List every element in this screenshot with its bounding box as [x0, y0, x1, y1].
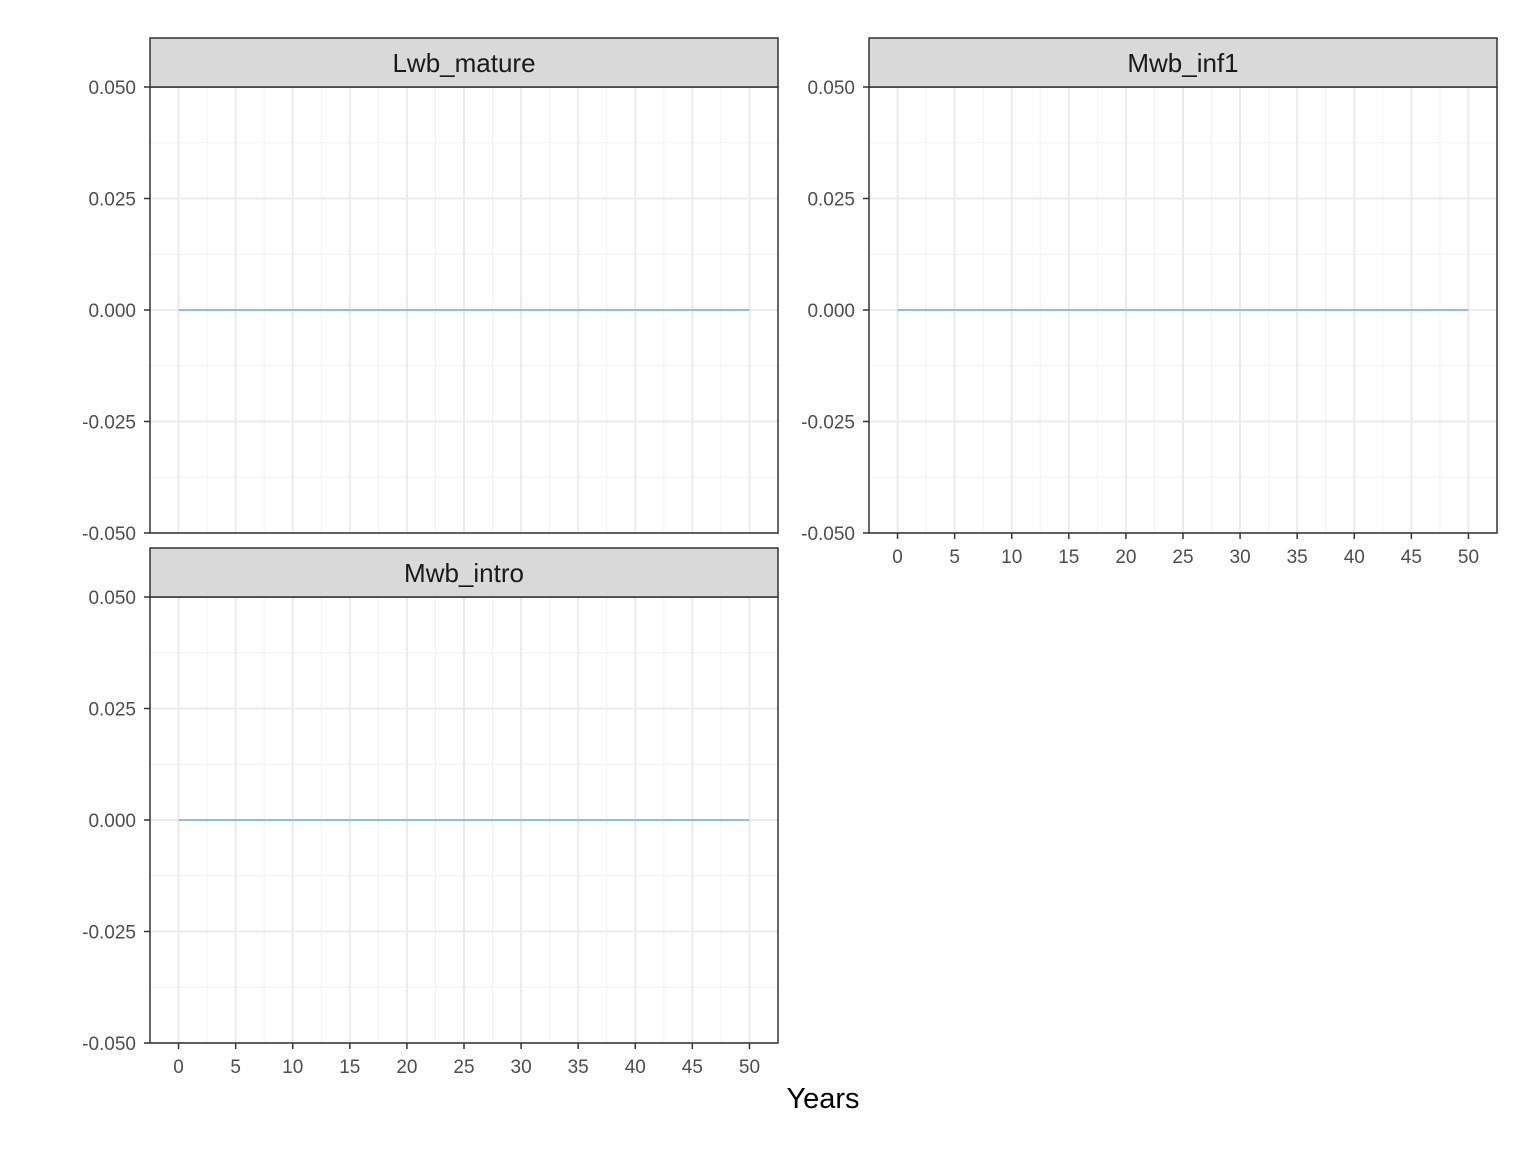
- y-tick-label: -0.025: [82, 923, 136, 944]
- facet-strip: [149, 547, 779, 598]
- y-tick-label: 0.050: [88, 588, 136, 609]
- y-tick-label: 0.000: [807, 301, 855, 322]
- x-tick-label: 5: [949, 547, 960, 568]
- x-tick-label: 45: [682, 1057, 703, 1078]
- x-tick-label: 5: [230, 1057, 241, 1078]
- y-tick-label: 0.000: [88, 811, 136, 832]
- y-tick-label: 0.050: [88, 78, 136, 99]
- panel: Mwb_intro -0.050 -0.025 0.000 0.025 0.050 0 5 10…: [82, 547, 779, 1078]
- panel: Lwb_mature -0.050 -0.025 0.000 0.025 0.050: [82, 37, 779, 545]
- x-tick-label: 20: [1115, 547, 1136, 568]
- y-tick-label: 0.000: [88, 301, 136, 322]
- x-tick-label: 10: [1001, 547, 1022, 568]
- x-tick-label: 25: [1172, 547, 1193, 568]
- facet-strip: [149, 37, 779, 88]
- panel: Mwb_inf1 -0.050 -0.025 0.000 0.025 0.050 0 5 10 1…: [801, 37, 1498, 568]
- y-tick-label: 0.025: [88, 700, 136, 721]
- y-tick-label: 0.050: [807, 78, 855, 99]
- x-tick-label: 15: [339, 1057, 360, 1078]
- x-tick-label: 30: [1230, 547, 1251, 568]
- x-tick-label: 50: [739, 1057, 760, 1078]
- y-tick-label: -0.025: [82, 413, 136, 434]
- panels: Lwb_mature-0.050-0.0250.0000.0250.050Mwb…: [82, 37, 1498, 1078]
- facet-strip: [868, 37, 1498, 88]
- y-tick-label: -0.050: [82, 524, 136, 545]
- x-tick-label: 35: [568, 1057, 589, 1078]
- y-tick-label: 0.025: [88, 190, 136, 211]
- x-tick-label: 10: [282, 1057, 303, 1078]
- x-tick-label: 0: [892, 547, 903, 568]
- x-tick-label: 50: [1458, 547, 1479, 568]
- x-tick-label: 35: [1287, 547, 1308, 568]
- x-tick-label: 15: [1058, 547, 1079, 568]
- x-tick-label: 40: [625, 1057, 646, 1078]
- x-tick-label: 30: [511, 1057, 532, 1078]
- x-tick-label: 40: [1344, 547, 1365, 568]
- x-tick-label: 0: [173, 1057, 184, 1078]
- facet-title: Mwb_intro: [404, 558, 524, 588]
- x-tick-label: 45: [1401, 547, 1422, 568]
- y-tick-label: 0.025: [807, 190, 855, 211]
- y-tick-label: -0.025: [801, 413, 855, 434]
- x-tick-label: 20: [396, 1057, 417, 1078]
- facet-title: Lwb_mature: [392, 48, 535, 78]
- y-tick-label: -0.050: [801, 524, 855, 545]
- x-axis-title: Years: [786, 1083, 859, 1115]
- y-tick-label: -0.050: [82, 1034, 136, 1055]
- facet-title: Mwb_inf1: [1127, 48, 1238, 78]
- x-tick-label: 25: [453, 1057, 474, 1078]
